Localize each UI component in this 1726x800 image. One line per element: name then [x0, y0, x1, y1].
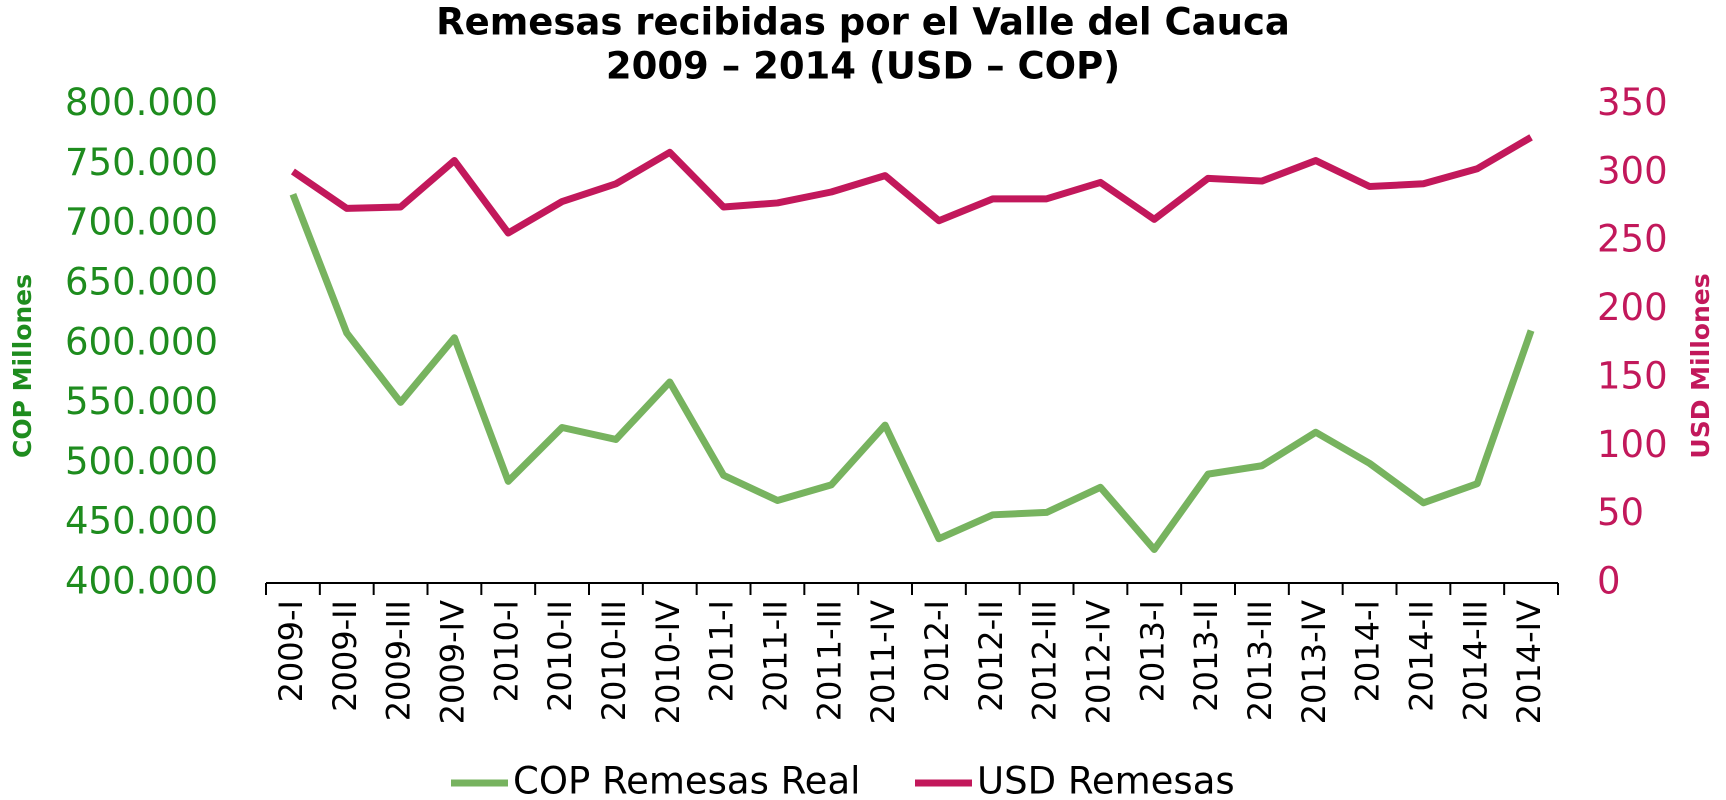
series-line — [290, 134, 1533, 237]
legend-label: USD Remesas — [977, 760, 1235, 800]
y-tick-label: 800.000 — [65, 81, 218, 124]
x-tick-label: 2011-I — [703, 600, 741, 702]
y2-tick-label: 100 — [1597, 423, 1668, 466]
series-line — [289, 192, 1535, 554]
x-tick-label: 2013-III — [1241, 600, 1279, 721]
x-tick-label: 2012-I — [918, 600, 956, 702]
x-tick-label: 2009-IV — [433, 600, 471, 724]
chart-title: Remesas recibidas por el Valle del Cauca — [436, 1, 1290, 44]
x-tick-label: 2012-IV — [1079, 600, 1117, 724]
x-tick-label: 2009-II — [326, 600, 364, 712]
x-tick-label: 2012-II — [972, 600, 1010, 712]
y-tick-label: 700.000 — [65, 201, 218, 244]
y2-axis-title: USD Millones — [1686, 273, 1715, 458]
y-tick-label: 750.000 — [65, 141, 218, 184]
x-tick-label: 2013-II — [1187, 600, 1225, 712]
x-tick-label: 2009-I — [272, 600, 310, 702]
x-tick-label: 2010-III — [595, 600, 633, 721]
y-tick-label: 400.000 — [65, 560, 218, 603]
y-tick-label: 550.000 — [65, 380, 218, 423]
x-tick-label: 2011-II — [756, 600, 794, 712]
y2-tick-label: 350 — [1597, 81, 1668, 124]
x-tick-label: 2014-III — [1456, 600, 1494, 721]
y-tick-label: 500.000 — [65, 440, 218, 483]
x-tick-label: 2014-II — [1402, 600, 1440, 712]
y-tick-label: 600.000 — [65, 320, 218, 363]
y2-tick-label: 250 — [1597, 218, 1668, 261]
y2-tick-label: 0 — [1597, 560, 1621, 603]
x-tick-label: 2012-III — [1026, 600, 1064, 721]
y-tick-label: 450.000 — [65, 500, 218, 543]
x-tick-label: 2010-IV — [649, 600, 687, 724]
y2-tick-label: 300 — [1597, 149, 1668, 192]
x-tick-label: 2010-I — [487, 600, 525, 702]
legend-label: COP Remesas Real — [513, 760, 860, 800]
y2-tick-label: 150 — [1597, 354, 1668, 397]
x-tick-label: 2014-IV — [1510, 600, 1548, 724]
y2-tick-label: 200 — [1597, 286, 1668, 329]
x-tick-label: 2010-II — [541, 600, 579, 712]
x-tick-label: 2009-III — [380, 600, 418, 721]
x-tick-label: 2013-IV — [1295, 600, 1333, 724]
y-axis-title: COP Millones — [8, 274, 37, 458]
x-tick-label: 2011-IV — [864, 600, 902, 724]
x-tick-label: 2011-III — [810, 600, 848, 721]
x-tick-label: 2013-I — [1133, 600, 1171, 702]
y2-tick-label: 50 — [1597, 491, 1644, 534]
chart-subtitle: 2009 – 2014 (USD – COP) — [606, 45, 1120, 88]
x-tick-label: 2014-I — [1349, 600, 1387, 702]
y-tick-label: 650.000 — [65, 260, 218, 303]
